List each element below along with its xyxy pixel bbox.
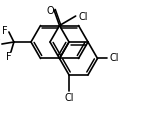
Text: F: F	[0, 39, 1, 49]
Text: Cl: Cl	[79, 12, 88, 22]
Text: F: F	[6, 52, 12, 62]
Text: F: F	[2, 26, 8, 36]
Text: O: O	[47, 6, 55, 16]
Text: Cl: Cl	[64, 93, 74, 103]
Text: Cl: Cl	[109, 53, 119, 63]
